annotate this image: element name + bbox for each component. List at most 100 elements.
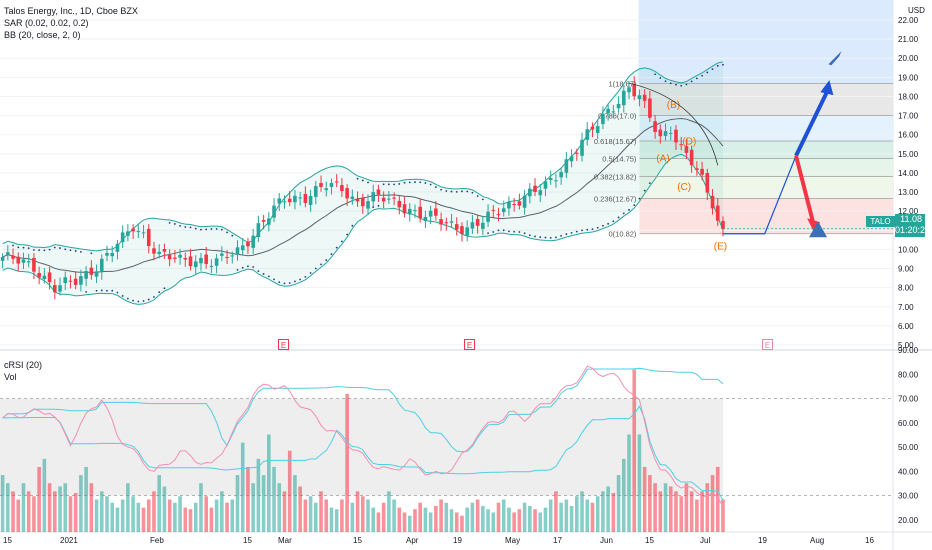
volume-bar [710,475,715,532]
forecast-arc [628,82,719,166]
candle-body [715,205,720,221]
sar-dot [314,267,317,270]
volume-bar [16,499,21,532]
volume-bar [73,492,78,532]
volume-bar [105,496,109,532]
volume-bar [287,450,292,532]
candle-body [146,228,151,247]
volume-bar [585,499,590,532]
volume-bar [402,512,407,532]
volume-bar [632,369,637,532]
sar-dot [518,231,521,233]
sar-dot [633,204,636,207]
candle-body [89,267,94,275]
candle-body [282,201,287,203]
time-tick-label: 15 [353,536,362,545]
candle-body [73,278,78,285]
candle-body [689,149,694,166]
earnings-marker[interactable]: E [464,339,475,350]
sar-dot [356,177,359,180]
sar-dot [659,77,662,79]
candle-body [152,248,156,254]
earnings-marker[interactable]: E [278,339,289,350]
earnings-marker-future[interactable]: E [762,339,773,350]
volume-bar [606,486,610,532]
candle-body [47,272,52,283]
candle-body [376,189,381,195]
sar-dot [111,289,114,292]
sar-dot [85,290,88,293]
volume-bar [146,499,151,532]
sar-dot [325,259,328,262]
sar-dot [513,230,516,233]
volume-bar [569,505,574,532]
candle-body [105,252,109,256]
sar-dot [273,278,275,281]
candle-body [627,87,631,93]
candle-body [538,190,543,196]
volume-bar [157,475,161,532]
candle-body [407,208,412,215]
candle-body [512,204,516,206]
price-tick-label: 7.00 [898,303,914,312]
volume-bar [465,507,469,532]
volume-bar [26,491,31,532]
candle-body [481,222,485,229]
forecast-up-arrowhead [820,80,834,96]
sar-dot [372,206,375,209]
time-tick-label: 19 [453,536,462,545]
symbol-line[interactable]: Talos Energy, Inc., 1D, Cboe BZX [4,6,138,16]
wave-label: (E) [714,241,727,252]
volume-bar [204,496,208,532]
candle-body [606,108,610,114]
sar-dot [434,186,437,189]
sar-dot [476,195,479,197]
sar-dot [555,236,557,239]
volume-bar [496,502,501,532]
volume-bar [642,466,647,532]
bb-lower-line [2,153,724,305]
candle-body [63,277,68,284]
sar-dot [43,249,46,252]
volume-bar [554,491,558,532]
candle-body [340,185,344,192]
fib-level-label: 0.382(13.82) [594,172,637,181]
volume-bar [470,502,475,532]
volume-bar [595,496,600,532]
forecast-up-arrow [794,90,830,157]
sar-dot [414,181,416,183]
volume-bar [141,507,146,532]
time-tick-label: Aug [810,536,824,545]
sar-dot [236,268,239,271]
bb-line[interactable]: BB (20, close, 2, 0) [4,30,81,40]
candle-body [413,210,417,212]
volume-bar [507,507,511,532]
vol-line[interactable]: Vol [4,372,17,382]
sar-line[interactable]: SAR (0.02, 0.02, 0.2) [4,18,89,28]
volume-bar [564,499,569,532]
candle-body [261,219,266,222]
volume-bar [246,466,250,532]
candle-body [110,252,115,257]
sar-dot [596,226,599,229]
candle-body [444,222,449,224]
sar-dot [502,229,505,232]
volume-bar [418,502,422,532]
time-tick-label: Apr [406,536,419,545]
candle-body [16,256,21,264]
candle-body [235,247,240,255]
volume-bar [11,491,15,532]
candle-body [94,271,99,277]
price-tick-label: 22.00 [898,16,919,25]
volume-bar [491,512,496,532]
sar-dot [184,226,187,228]
sar-dot [12,244,14,247]
crsi-line[interactable]: cRSI (20) [4,360,43,370]
candle-body [569,156,574,162]
crsi-line [2,365,724,507]
candle-body [360,197,365,207]
candle-body [642,94,647,101]
sar-dot [549,236,552,239]
sar-dot [267,275,270,278]
